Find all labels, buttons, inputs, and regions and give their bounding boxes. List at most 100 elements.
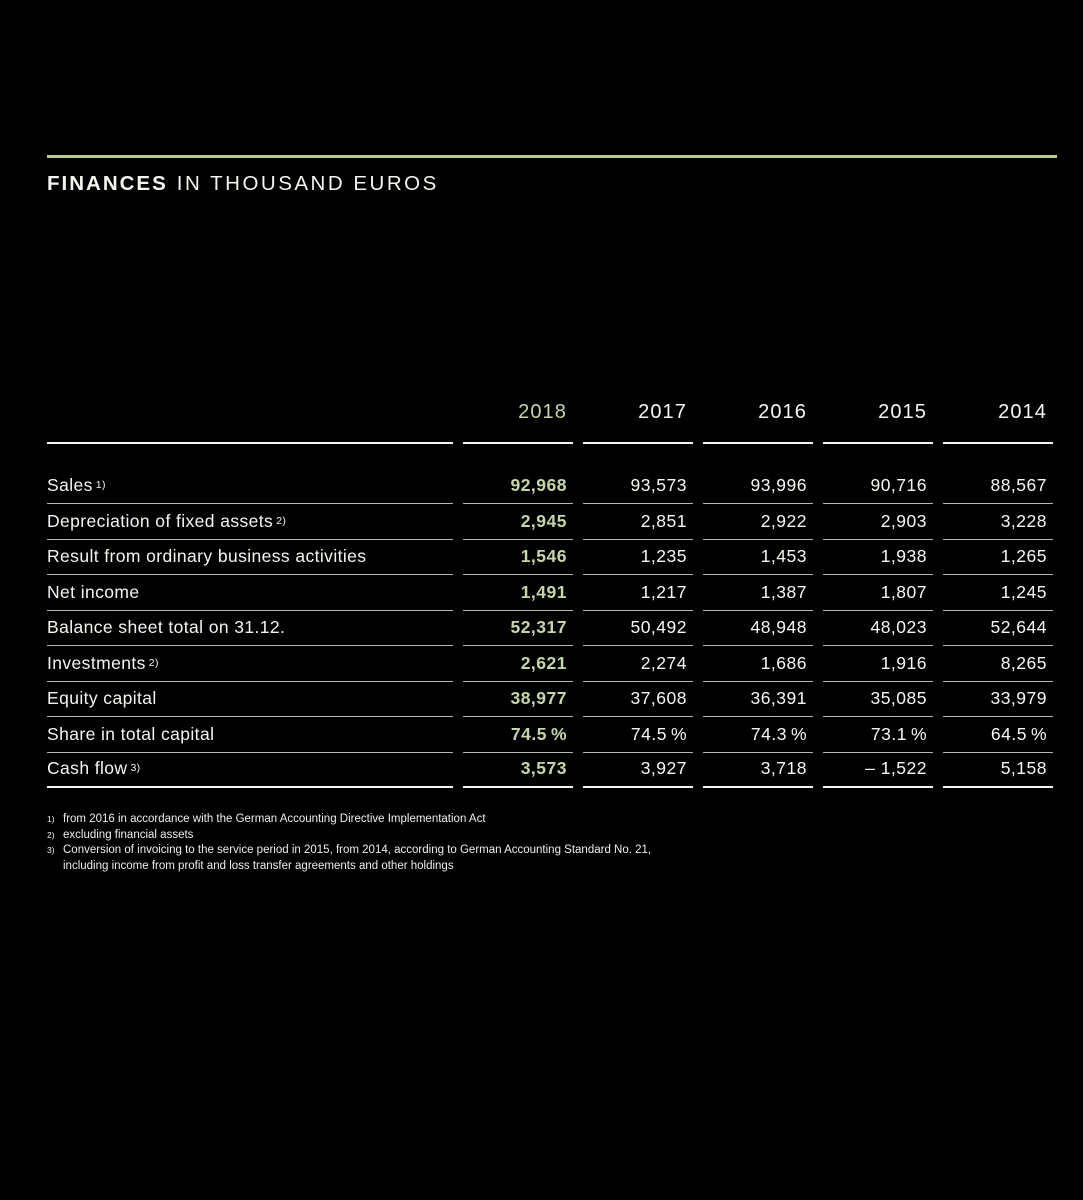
cell-2018: 52,317 [463,611,573,646]
table-header-row: 2018 2017 2016 2015 2014 [47,402,1053,444]
cell-2016: 1,686 [703,646,813,682]
cell-2015: 1,916 [823,646,933,682]
table-row-equity-capital: Equity capital 38,977 37,608 36,391 35,0… [47,682,1053,717]
cell-2014: 33,979 [943,682,1053,717]
footnote-ref: 2) [276,514,287,527]
footnote-ref: 3) [130,762,141,774]
cell-2015: 90,716 [823,444,933,504]
row-label: Equity capital [47,682,453,717]
cell-2017: 50,492 [583,611,693,646]
footnote-marker: 1) [47,814,55,824]
row-label-text: Depreciation of fixed assets [47,510,274,531]
footnote-ref: 2) [148,656,159,669]
table-row-balance-sheet-total: Balance sheet total on 31.12. 52,317 50,… [47,611,1053,646]
cell-2015: 73.1 % [823,717,933,753]
row-label: Balance sheet total on 31.12. [47,611,453,646]
cell-2015: 35,085 [823,682,933,717]
cell-2017: 1,217 [583,575,693,611]
page-title-rest: IN THOUSAND EUROS [176,172,439,195]
cell-2016: 3,718 [703,753,813,788]
cell-2014: 8,265 [943,646,1053,682]
row-label: Result from ordinary business activities [47,540,453,575]
row-label-text: Balance sheet total on 31.12. [47,617,286,637]
cell-2014: 88,567 [943,444,1053,504]
cell-2017: 2,274 [583,646,693,682]
cell-2015: 2,903 [823,504,933,540]
row-label: Investments 2) [47,646,453,682]
row-label: Sales 1) [47,444,453,504]
footnote-line: including income from profit and loss tr… [63,859,454,872]
footnote-1: 1) from 2016 in accordance with the Germ… [47,812,807,828]
cell-2016: 36,391 [703,682,813,717]
row-label-text: Equity capital [47,688,157,708]
table-row-result: Result from ordinary business activities… [47,540,1053,575]
header-cell-year-2016: 2016 [703,402,813,444]
header-cell-year-2018: 2018 [463,402,573,444]
cell-2015: 1,807 [823,575,933,611]
cell-2014: 5,158 [943,753,1053,788]
cell-2018: 1,546 [463,540,573,575]
row-label-text: Share in total capital [47,723,215,744]
footnote-2: 2) excluding financial assets [47,828,807,844]
footnote-line: excluding financial assets [63,828,194,841]
cell-2016: 93,996 [703,444,813,504]
cell-2014: 1,245 [943,575,1053,611]
cell-2017: 74.5 % [583,717,693,753]
footnote-3: 3) Conversion of invoicing to the servic… [47,843,807,874]
cell-2014: 64.5 % [943,717,1053,753]
cell-2018: 38,977 [463,682,573,717]
cell-2016: 1,387 [703,575,813,611]
cell-2015: 48,023 [823,611,933,646]
cell-2017: 37,608 [583,682,693,717]
footnote-text: excluding financial assets [63,828,807,844]
footnotes: 1) from 2016 in accordance with the Germ… [47,812,807,874]
row-label: Depreciation of fixed assets 2) [47,504,453,540]
cell-2015: – 1,522 [823,753,933,788]
footnote-text: from 2016 in accordance with the German … [63,812,807,828]
table-row-investments: Investments 2) 2,621 2,274 1,686 1,916 8,… [47,646,1053,682]
cell-2017: 2,851 [583,504,693,540]
cell-2014: 3,228 [943,504,1053,540]
footnote-line: from 2016 in accordance with the German … [63,813,486,825]
table-row-share-in-total-capital: Share in total capital 74.5 % 74.5 % 74.… [47,717,1053,753]
row-label-text: Cash flow [47,758,128,778]
row-label-text: Result from ordinary business activities [47,546,367,566]
cell-2017: 3,927 [583,753,693,788]
cell-2017: 93,573 [583,444,693,504]
cell-2018: 1,491 [463,575,573,611]
cell-2018: 3,573 [463,753,573,788]
row-label: Net income [47,575,453,611]
cell-2018: 2,621 [463,646,573,682]
row-label-text: Net income [47,581,140,602]
table-row-net-income: Net income 1,491 1,217 1,387 1,807 1,245 [47,575,1053,611]
cell-2018: 74.5 % [463,717,573,753]
cell-2016: 74.3 % [703,717,813,753]
cell-2016: 1,453 [703,540,813,575]
cell-2014: 1,265 [943,540,1053,575]
page-title-emphasis: FINANCES [47,172,168,195]
header-cell-year-2017: 2017 [583,402,693,444]
header-cell-year-2015: 2015 [823,402,933,444]
cell-2017: 1,235 [583,540,693,575]
cell-2014: 52,644 [943,611,1053,646]
cell-2015: 1,938 [823,540,933,575]
footnote-line: Conversion of invoicing to the service p… [63,844,652,856]
row-label: Cash flow 3) [47,753,453,788]
table-row-depreciation: Depreciation of fixed assets 2) 2,945 2,8… [47,504,1053,540]
cell-2018: 92,968 [463,444,573,504]
cell-2018: 2,945 [463,504,573,540]
top-accent-rule [47,155,1057,158]
row-label: Share in total capital [47,717,453,753]
row-label-text: Sales [47,475,93,495]
finance-table: 2018 2017 2016 2015 2014 Sales 1) 92,968 … [47,402,1053,788]
row-label-text: Investments [47,652,146,673]
footnote-ref: 1) [95,479,106,491]
footnote-text: Conversion of invoicing to the service p… [63,843,807,874]
table-row-cash-flow: Cash flow 3) 3,573 3,927 3,718 – 1,522 5,… [47,753,1053,788]
footnote-marker: 3) [47,845,55,855]
cell-2016: 2,922 [703,504,813,540]
header-cell-label-spacer [47,402,453,444]
cell-2016: 48,948 [703,611,813,646]
table-row-sales: Sales 1) 92,968 93,573 93,996 90,716 88,5… [47,444,1053,504]
